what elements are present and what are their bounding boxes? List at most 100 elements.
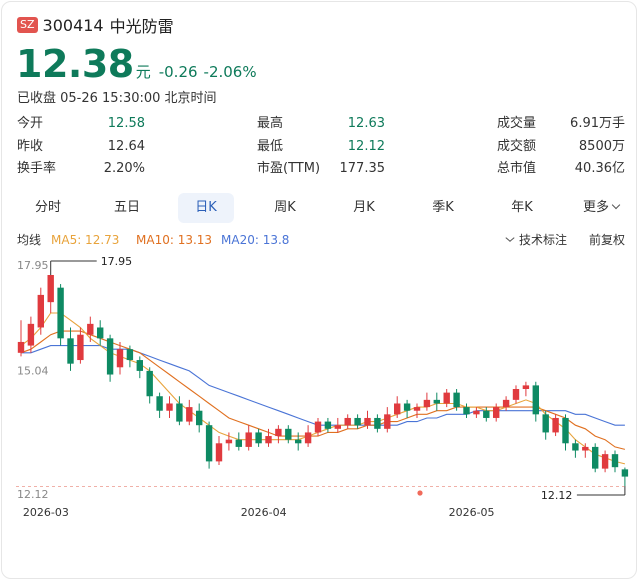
candle-body xyxy=(522,385,530,390)
tech-annotation-label: 技术标注 xyxy=(518,233,567,247)
candle-body xyxy=(601,454,609,469)
x-tick-label: 2026-03 xyxy=(23,506,69,519)
candle-body xyxy=(582,446,589,451)
candle-body xyxy=(245,432,252,447)
candle-body xyxy=(592,446,599,469)
candle-body xyxy=(344,417,351,426)
tab-label: 更多 xyxy=(582,200,609,215)
candle-body xyxy=(57,287,64,339)
ma5-value: MA5: 12.73 xyxy=(51,233,120,247)
adjust-button[interactable]: 前复权 xyxy=(588,233,625,247)
tab-period[interactable]: 日K xyxy=(178,193,234,223)
stat-value: 8500万 xyxy=(578,138,625,154)
stat-value: 12.64 xyxy=(107,138,145,154)
price-change: -0.26 xyxy=(158,63,198,81)
candle-body xyxy=(394,403,401,415)
stat-item: 最低 12.12 xyxy=(257,137,385,157)
candle-body xyxy=(463,407,470,415)
candle-body xyxy=(473,410,480,415)
candle-body xyxy=(285,428,292,440)
stat-item: 昨收 12.64 xyxy=(17,137,145,157)
candle-body xyxy=(146,370,153,397)
stat-value: 40.36亿 xyxy=(574,161,625,176)
candle-body xyxy=(225,439,233,444)
candle-body xyxy=(433,399,440,404)
candle-body xyxy=(255,432,262,444)
tab-period[interactable]: 分时 xyxy=(20,193,76,223)
candle-body xyxy=(295,439,302,444)
candle-body xyxy=(37,294,44,328)
candle-body xyxy=(354,417,361,426)
ma-legend: 均线 MA5: 12.73 MA10: 13.13 MA20: 13.8 技术标… xyxy=(17,231,625,249)
tab-label: 季K xyxy=(432,200,454,215)
ma-label[interactable]: 均线 xyxy=(17,233,42,247)
candle-body xyxy=(413,407,421,411)
candle-body xyxy=(156,396,163,411)
price-unit: 元 xyxy=(135,63,151,81)
tab-label: 月K xyxy=(353,200,375,215)
tab-more[interactable]: 更多 xyxy=(573,193,629,223)
stock-code: 300414 xyxy=(42,15,104,35)
candle-body xyxy=(97,327,104,339)
y-tick-label: 12.12 xyxy=(17,488,49,501)
stat-label: 总市值 xyxy=(497,161,537,176)
candle-body xyxy=(67,338,74,364)
y-tick-label: 17.95 xyxy=(17,259,49,272)
candle-body xyxy=(27,323,35,346)
candle-body xyxy=(275,428,282,437)
stat-item: 成交额 8500万 xyxy=(497,137,625,157)
ma10-line xyxy=(20,330,626,450)
stat-item: 今开 12.58 xyxy=(17,114,145,134)
candle-body xyxy=(364,417,371,426)
candle-body xyxy=(453,392,460,408)
kline-chart[interactable]: 17.95 15.04 12.12 2026-03 2026-04 2026-05 17.9… xyxy=(2,252,638,524)
min-price-label: 12.12 xyxy=(541,489,573,502)
stat-value: 177.35 xyxy=(339,161,386,176)
price-change-pct: -2.06% xyxy=(203,63,257,81)
x-tick-label: 2026-04 xyxy=(241,506,287,519)
stat-item: 换手率 2.20% xyxy=(17,159,145,179)
candle-body xyxy=(196,410,203,426)
tab-period[interactable]: 年K xyxy=(494,193,550,223)
candle-body xyxy=(215,443,223,462)
tab-period[interactable]: 季K xyxy=(415,193,471,223)
candle-body xyxy=(324,421,332,429)
chevron-down-icon xyxy=(611,200,621,210)
tab-label: 五日 xyxy=(113,200,140,215)
candle-body xyxy=(136,360,143,371)
stat-label: 成交额 xyxy=(497,138,537,154)
stat-label: 成交量 xyxy=(497,116,537,131)
period-tabs: 分时 五日 日K 周K 月K 季K 年K 更多 xyxy=(16,193,628,223)
tab-period[interactable]: 五日 xyxy=(99,193,155,223)
tab-period[interactable]: 周K xyxy=(257,193,313,223)
candle-body xyxy=(235,439,242,447)
tab-label: 年K xyxy=(511,200,533,215)
candle-body xyxy=(423,399,431,408)
candle-body xyxy=(314,421,322,433)
candle-body xyxy=(304,432,312,444)
stat-item: 最高 12.63 xyxy=(257,114,385,134)
candle-body xyxy=(493,407,500,418)
chevron-up-icon xyxy=(505,237,515,243)
event-marker-dot xyxy=(417,490,423,496)
candle-body xyxy=(611,454,619,468)
y-tick-label: 15.04 xyxy=(17,364,49,377)
candle-body xyxy=(374,417,381,429)
tab-period[interactable]: 月K xyxy=(336,193,392,223)
candle-body xyxy=(265,436,272,444)
stat-value: 12.58 xyxy=(107,116,145,131)
tech-annotation-button[interactable]: 技术标注 xyxy=(505,231,567,249)
exchange-badge: SZ xyxy=(17,17,38,33)
stat-item: 总市值 40.36亿 xyxy=(497,159,625,179)
candle-body xyxy=(552,417,559,433)
stat-label: 市盈(TTM) xyxy=(257,161,321,176)
candle-body xyxy=(126,349,134,361)
stat-label: 最低 xyxy=(257,138,284,154)
ma20-value: MA20: 13.8 xyxy=(221,233,290,247)
stat-value: 6.91万手 xyxy=(570,116,625,131)
candle-body xyxy=(186,407,193,422)
candle-body xyxy=(403,403,411,411)
stat-label: 最高 xyxy=(257,116,284,131)
stock-header: SZ 300414 中光防雷 xyxy=(17,13,174,37)
